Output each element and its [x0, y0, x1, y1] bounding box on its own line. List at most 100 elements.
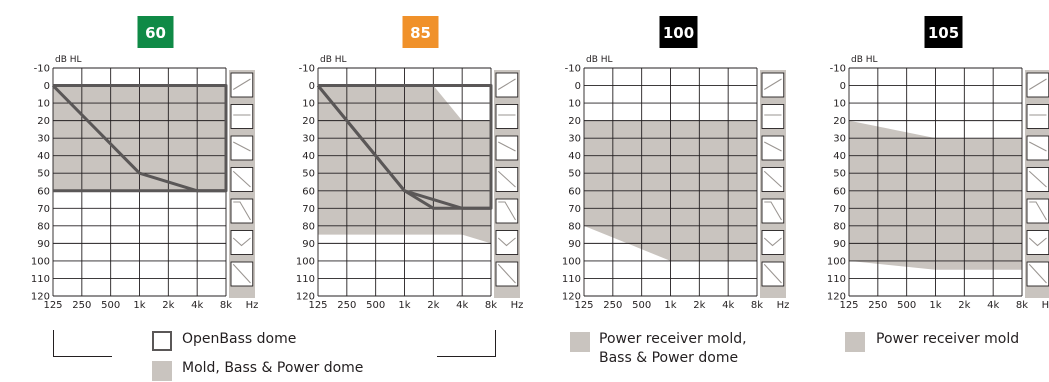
filter-icon — [495, 230, 519, 255]
level-badge-text: 85 — [410, 24, 431, 42]
y-tick-label: 20 — [568, 116, 581, 127]
y-tick-label: 100 — [562, 256, 581, 267]
x-tick-label: 4k — [456, 300, 468, 311]
level-badge — [137, 16, 174, 48]
audiogram-chart-3: 100 -10 0 10 20 30 40 50 60 70 80 90 100 110 120 dB HL 1… — [562, 16, 789, 311]
filter-icon-shape — [232, 263, 251, 284]
y-tick-label: 50 — [833, 169, 846, 180]
legend-label-power-receiver-line1: Power receiver mold, — [599, 331, 747, 347]
filter-icon-shape — [232, 237, 251, 247]
openbass-dome-curve — [51, 84, 226, 193]
y-tick-label: 60 — [833, 186, 846, 197]
filter-icon — [495, 198, 519, 224]
y-tick-label: 30 — [833, 134, 846, 145]
x-tick-label: 500 — [366, 300, 385, 311]
y-axis-unit: dB HL — [55, 55, 82, 65]
y-tick-label: 0 — [840, 81, 846, 92]
filter-icon — [761, 135, 785, 161]
y-tick-label: 120 — [31, 292, 50, 303]
filter-icon — [1026, 72, 1049, 98]
y-tick-label: 70 — [302, 204, 315, 215]
filter-icon-frame — [495, 230, 519, 255]
y-tick-label: 90 — [833, 239, 846, 250]
filter-icon — [495, 104, 519, 129]
filter-icon — [761, 261, 785, 287]
y-tick-label: 0 — [309, 81, 315, 92]
filter-icon-frame — [761, 198, 785, 224]
filter-icon-frame — [495, 135, 519, 161]
y-tick-label: 80 — [833, 221, 846, 232]
x-tick-label: 500 — [897, 300, 916, 311]
filter-icon-frame — [230, 72, 254, 98]
filter-icon-shape — [763, 263, 782, 284]
level-badge-text: 60 — [145, 24, 166, 42]
y-tick-label: 10 — [302, 99, 315, 110]
filter-icon-shape — [497, 170, 516, 188]
filter-icon-shape — [498, 201, 516, 221]
level-badge-text: 100 — [663, 24, 694, 42]
y-tick-label: 40 — [302, 151, 315, 162]
y-tick-label: 120 — [562, 292, 581, 303]
filter-icon — [495, 261, 519, 287]
y-tick-label: 20 — [37, 116, 50, 127]
x-tick-label: 1k — [133, 300, 145, 311]
y-tick-label: 110 — [296, 274, 315, 285]
filter-icon — [495, 167, 519, 192]
x-tick-label: 4k — [191, 300, 203, 311]
filter-icon-shape — [1029, 201, 1047, 221]
filter-icon-frame — [230, 135, 254, 161]
y-tick-label: 70 — [833, 204, 846, 215]
level-badge — [402, 16, 439, 48]
y-axis-unit: dB HL — [586, 55, 613, 65]
y-tick-label: 70 — [568, 204, 581, 215]
y-tick-label: 100 — [31, 256, 50, 267]
y-tick-label: 0 — [575, 81, 581, 92]
filter-icon — [761, 167, 785, 192]
y-tick-label: 20 — [302, 116, 315, 127]
x-tick-label: 125 — [43, 300, 62, 311]
y-tick-label: 30 — [302, 134, 315, 145]
x-tick-label: 2k — [162, 300, 174, 311]
filter-icon — [1026, 198, 1049, 224]
x-axis-unit: Hz — [1042, 300, 1049, 311]
filter-icon-shape — [497, 78, 516, 90]
x-tick-label: 500 — [632, 300, 651, 311]
x-tick-label: 8k — [1016, 300, 1028, 311]
y-tick-label: 60 — [568, 186, 581, 197]
x-tick-label: 2k — [958, 300, 970, 311]
y-axis-unit: dB HL — [851, 55, 878, 65]
y-tick-label: 110 — [562, 274, 581, 285]
y-tick-label: 110 — [827, 274, 846, 285]
filter-icon-shape — [1028, 170, 1047, 188]
y-tick-label: -10 — [830, 64, 846, 75]
y-tick-label: 10 — [37, 99, 50, 110]
filter-icon-frame — [761, 135, 785, 161]
legend-swatch-power-receiver-bass-power — [570, 332, 590, 352]
y-tick-label: 20 — [833, 116, 846, 127]
filter-icon-shape — [497, 263, 516, 284]
filter-icon — [230, 104, 254, 129]
y-tick-label: 40 — [568, 151, 581, 162]
filter-icon-shape — [1028, 78, 1047, 90]
filter-icon — [230, 135, 254, 161]
y-tick-label: 60 — [302, 186, 315, 197]
y-tick-label: 110 — [31, 274, 50, 285]
y-tick-label: 90 — [302, 239, 315, 250]
filter-icon-frame — [761, 230, 785, 255]
level-badge — [924, 16, 963, 48]
filter-icon — [1026, 261, 1049, 287]
x-tick-label: 125 — [308, 300, 327, 311]
filter-icon — [230, 167, 254, 192]
x-tick-label: 125 — [574, 300, 593, 311]
y-tick-label: 10 — [568, 99, 581, 110]
x-tick-label: 4k — [722, 300, 734, 311]
y-tick-label: 120 — [827, 292, 846, 303]
filter-icon — [761, 72, 785, 98]
y-tick-label: 50 — [568, 169, 581, 180]
filter-icon — [230, 261, 254, 287]
y-tick-label: 80 — [302, 221, 315, 232]
filter-icon-frame — [230, 230, 254, 255]
filter-icon — [1026, 230, 1049, 255]
filter-icon-shape — [498, 141, 516, 152]
